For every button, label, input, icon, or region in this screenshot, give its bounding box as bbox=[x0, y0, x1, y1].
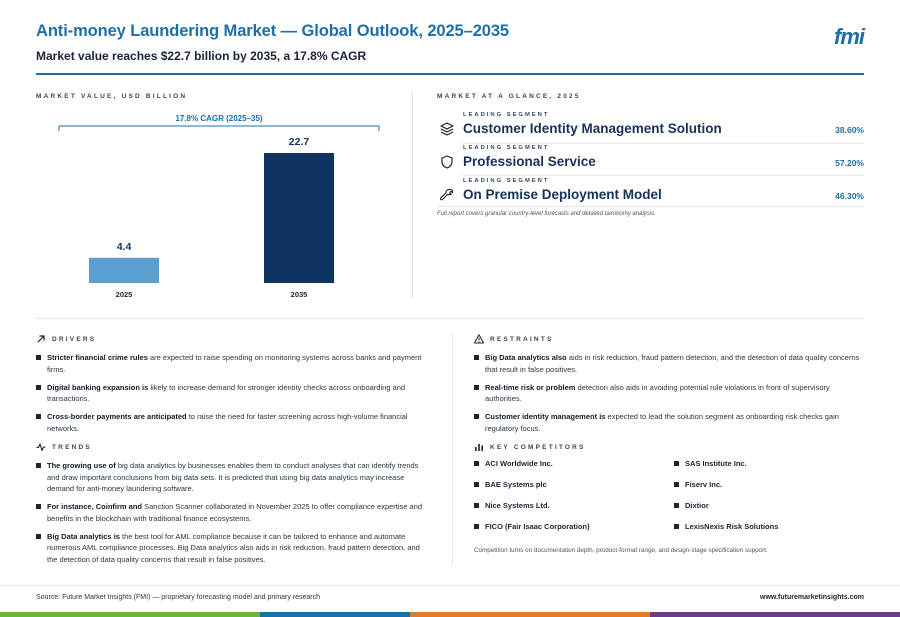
competitors-footnote: Competition turns on documentation depth… bbox=[474, 547, 768, 554]
competitors-block: KEY COMPETITORS bbox=[474, 442, 864, 452]
category-label-2025: 2025 bbox=[116, 290, 133, 299]
warning-icon bbox=[474, 334, 484, 344]
header-divider bbox=[36, 73, 864, 75]
list-item: Real-time risk or problem detection also… bbox=[474, 382, 864, 405]
cagr-bracket bbox=[58, 125, 380, 131]
list-item: Cross-border payments are anticipated to… bbox=[36, 411, 426, 434]
glance-row-divider bbox=[463, 175, 864, 176]
value-label-2035: 22.7 bbox=[289, 136, 310, 148]
footer-divider bbox=[0, 585, 900, 586]
glance-section-label: MARKET AT A GLANCE, 2025 bbox=[437, 93, 581, 100]
trends-list: The growing use of big data analytics by… bbox=[36, 460, 426, 565]
glance-row-divider bbox=[437, 206, 864, 207]
competitor-item[interactable]: Nice Systems Ltd. bbox=[474, 501, 550, 510]
bar-chart-icon bbox=[475, 444, 483, 451]
glance-row-divider bbox=[463, 143, 864, 144]
list-item: Digital banking expansion is likely to i… bbox=[36, 382, 426, 405]
arrow-up-right-icon bbox=[37, 335, 45, 343]
competitor-item[interactable]: LexisNexis Risk Solutions bbox=[674, 522, 778, 531]
list-item: Big Data analytics is the best tool for … bbox=[36, 531, 426, 566]
segment-share: 38.60% bbox=[835, 125, 864, 135]
segment-tag: LEADING SEGMENT bbox=[463, 178, 550, 184]
segment-share: 57.20% bbox=[835, 158, 864, 168]
drivers-block: DRIVERS Stricter financial crime rules a… bbox=[36, 334, 426, 441]
list-item: Stricter financial crime rules are expec… bbox=[36, 352, 426, 375]
list-item: Big Data analytics also aids in risk red… bbox=[474, 352, 864, 375]
page-subtitle: Market value reaches $22.7 billion by 20… bbox=[36, 49, 367, 63]
segment-tag: LEADING SEGMENT bbox=[463, 112, 550, 118]
color-strip-segment bbox=[0, 612, 260, 617]
value-label-2025: 4.4 bbox=[117, 241, 132, 253]
bar-2025 bbox=[89, 257, 159, 283]
competitor-item[interactable]: FICO (Fair Isaac Corporation) bbox=[474, 522, 590, 531]
market-glance-panel: MARKET AT A GLANCE, 2025 LEADING SEGMENT… bbox=[437, 93, 864, 217]
layers-icon bbox=[440, 122, 454, 136]
competitor-item[interactable]: Dixtior bbox=[674, 501, 709, 510]
category-label-2035: 2035 bbox=[291, 290, 308, 299]
restraints-label: RESTRAINTS bbox=[490, 335, 554, 343]
bar-2035 bbox=[264, 153, 334, 283]
list-item: Customer identity management is expected… bbox=[474, 411, 864, 434]
competitor-item[interactable]: ACI Worldwide Inc. bbox=[474, 459, 553, 468]
list-item: For instance, Coinfirm and Sanction Scan… bbox=[36, 501, 426, 524]
segment-name: Customer Identity Management Solution bbox=[463, 121, 722, 136]
competitor-item[interactable]: Fiserv Inc. bbox=[674, 480, 722, 489]
wrench-icon bbox=[439, 188, 454, 201]
drivers-label: DRIVERS bbox=[52, 335, 97, 343]
activity-icon bbox=[36, 443, 46, 452]
page-title: Anti-money Laundering Market — Global Ou… bbox=[36, 22, 510, 40]
website-link[interactable]: www.futuremarketinsights.com bbox=[760, 594, 864, 601]
market-value-chart-panel: MARKET VALUE, USD BILLION 17.8% CAGR (20… bbox=[36, 93, 406, 299]
section-divider bbox=[36, 318, 864, 319]
segment-tag: LEADING SEGMENT bbox=[463, 145, 550, 151]
color-strip-segment bbox=[650, 612, 900, 617]
competitors-label: KEY COMPETITORS bbox=[490, 443, 586, 451]
restraints-block: RESTRAINTS Big Data analytics also aids … bbox=[474, 334, 864, 441]
chart-section-label: MARKET VALUE, USD BILLION bbox=[36, 93, 188, 100]
list-item: The growing use of big data analytics by… bbox=[36, 460, 426, 495]
competitor-item[interactable]: SAS Institute Inc. bbox=[674, 459, 747, 468]
color-strip-segment bbox=[410, 612, 650, 617]
segment-name: On Premise Deployment Model bbox=[463, 187, 662, 202]
trends-block: TRENDS The growing use of big data analy… bbox=[36, 442, 426, 572]
competitor-item[interactable]: BAE Systems plc bbox=[474, 480, 547, 489]
color-strip-segment bbox=[260, 612, 410, 617]
trends-label: TRENDS bbox=[52, 443, 92, 451]
drivers-list: Stricter financial crime rules are expec… bbox=[36, 352, 426, 434]
glance-row-solution[interactable]: LEADING SEGMENT Customer Identity Manage… bbox=[437, 112, 864, 144]
brand-color-strip bbox=[0, 612, 900, 617]
glance-row-service[interactable]: LEADING SEGMENT Professional Service 57.… bbox=[437, 145, 864, 177]
segment-share: 46.30% bbox=[835, 191, 864, 201]
market-value-bar-chart: 17.8% CAGR (2025–35) 4.4 2025 22.7 2035 bbox=[58, 114, 380, 299]
glance-footnote: Full report covers granular country-leve… bbox=[437, 211, 656, 217]
panel-divider bbox=[412, 92, 413, 298]
cagr-annotation: 17.8% CAGR (2025–35) bbox=[175, 114, 262, 123]
restraints-list: Big Data analytics also aids in risk red… bbox=[474, 352, 864, 434]
report-header: Anti-money Laundering Market — Global Ou… bbox=[36, 22, 865, 63]
source-note: Source: Future Market Insights (FMI) — p… bbox=[36, 594, 320, 601]
fmi-logo[interactable]: fmi bbox=[834, 24, 865, 49]
column-divider bbox=[452, 333, 453, 565]
shield-icon bbox=[441, 155, 453, 169]
segment-name: Professional Service bbox=[463, 154, 596, 169]
glance-row-deployment[interactable]: LEADING SEGMENT On Premise Deployment Mo… bbox=[437, 178, 864, 210]
